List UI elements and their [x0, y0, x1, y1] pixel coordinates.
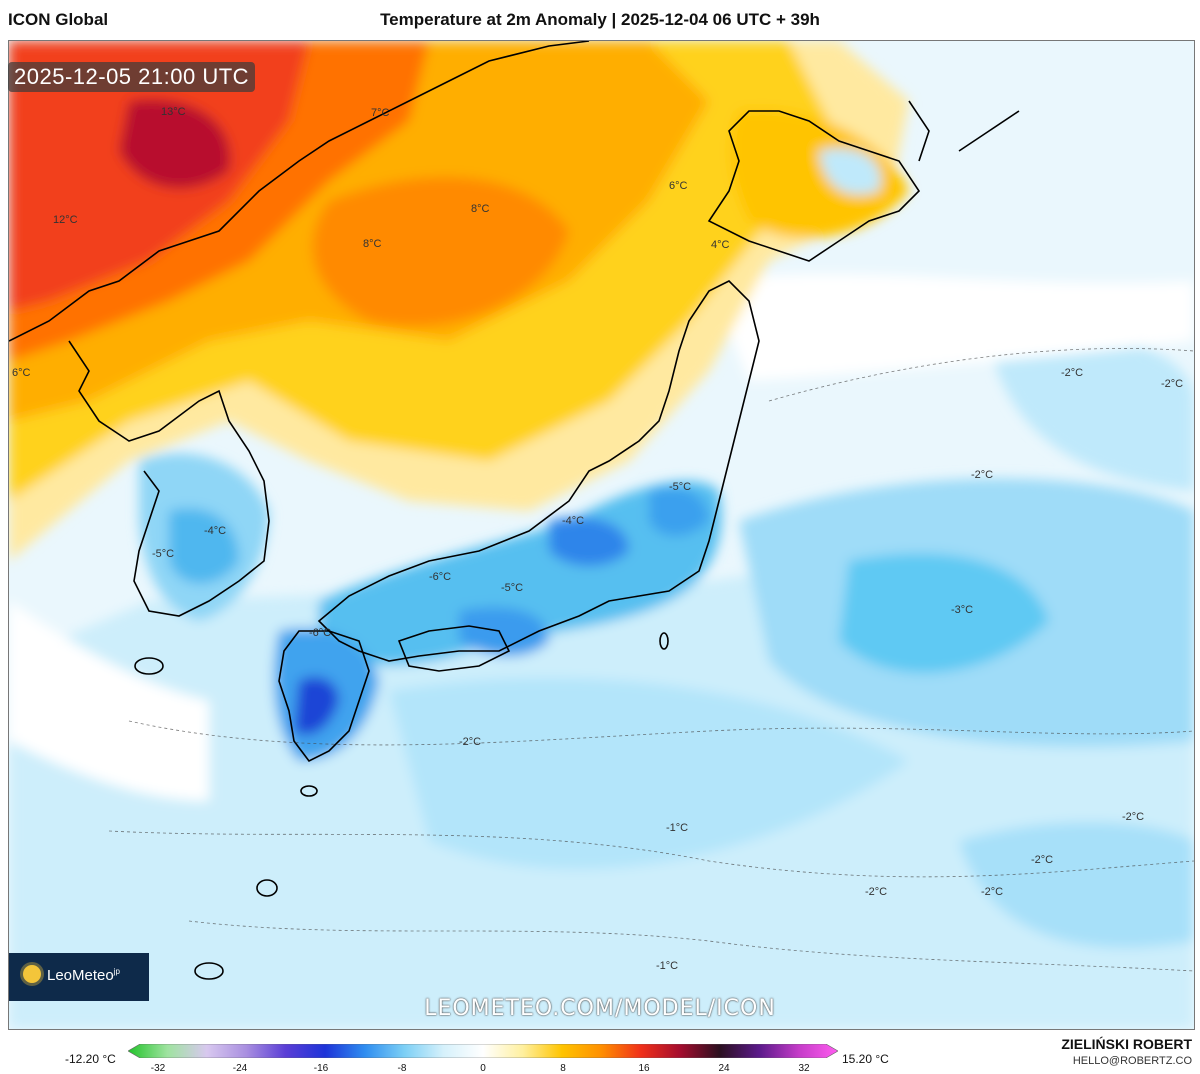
scale-tick: -16 — [313, 1063, 329, 1074]
temp-label: 13°C — [161, 106, 186, 118]
temp-label: -2°C — [971, 469, 994, 481]
temp-label: -2°C — [1061, 367, 1084, 379]
temp-label: -2°C — [981, 886, 1004, 898]
scale-tick: 16 — [638, 1063, 650, 1074]
temp-label: -5°C — [669, 481, 692, 493]
color-scale-bar — [128, 1044, 838, 1058]
temp-label: -1°C — [656, 960, 679, 972]
temp-label: -2°C — [1161, 378, 1184, 390]
scale-tick: 24 — [718, 1063, 730, 1074]
scale-min-label: -12.20 °C — [65, 1052, 116, 1066]
temp-label: 6°C — [669, 180, 688, 192]
temp-label: 4°C — [711, 239, 730, 251]
temp-label: -1°C — [666, 822, 689, 834]
temp-label: 6°C — [12, 367, 31, 379]
temp-label: 7°C — [371, 107, 390, 119]
scale-tick: 8 — [560, 1063, 566, 1074]
leometeo-logo[interactable]: LeoMeteojp — [9, 953, 149, 1001]
temp-label: -6°C — [309, 627, 332, 639]
valid-time-badge: 2025-12-05 21:00 UTC — [8, 62, 256, 92]
map-canvas — [9, 41, 1194, 1029]
map-title: Temperature at 2m Anomaly | 2025-12-04 0… — [380, 10, 820, 29]
coastlines — [9, 41, 1020, 980]
temp-label: -3°C — [951, 604, 974, 616]
temp-label: -4°C — [562, 515, 585, 527]
temp-label: 8°C — [471, 203, 490, 215]
temp-label: -2°C — [1031, 854, 1054, 866]
anomaly-fill — [9, 41, 1194, 1029]
temp-label: -5°C — [501, 582, 524, 594]
contour-lines — [108, 348, 1194, 972]
author-name: ZIELIŃSKI ROBERT — [1061, 1036, 1192, 1052]
scale-max-label: 15.20 °C — [842, 1052, 889, 1066]
temp-label: -2°C — [1122, 811, 1145, 823]
temp-label: -4°C — [204, 525, 227, 537]
watermark-url: LEOMETEO.COM/MODEL/ICON — [424, 996, 776, 1021]
sun-icon — [23, 965, 41, 983]
temp-label: -2°C — [459, 736, 482, 748]
temp-label: 8°C — [363, 238, 382, 250]
logo-suffix: jp — [113, 967, 120, 976]
scale-tick: -24 — [232, 1063, 248, 1074]
anomaly-map: 13°C 7°C 12°C 8°C 8°C 6°C 4°C 6°C -2°C -… — [8, 40, 1195, 1030]
author-email[interactable]: HELLO@ROBERTZ.CO — [1072, 1055, 1192, 1067]
model-name: ICON Global — [8, 10, 109, 29]
temp-label: 12°C — [53, 214, 78, 226]
scale-tick: 0 — [480, 1063, 486, 1074]
temp-label: -6°C — [429, 571, 452, 583]
logo-brand: LeoMeteo — [47, 967, 114, 984]
temp-label: -2°C — [865, 886, 888, 898]
scale-tick: -32 — [150, 1063, 166, 1074]
scale-tick: 32 — [798, 1063, 810, 1074]
scale-tick: -8 — [397, 1063, 407, 1074]
temp-label: -5°C — [152, 548, 175, 560]
